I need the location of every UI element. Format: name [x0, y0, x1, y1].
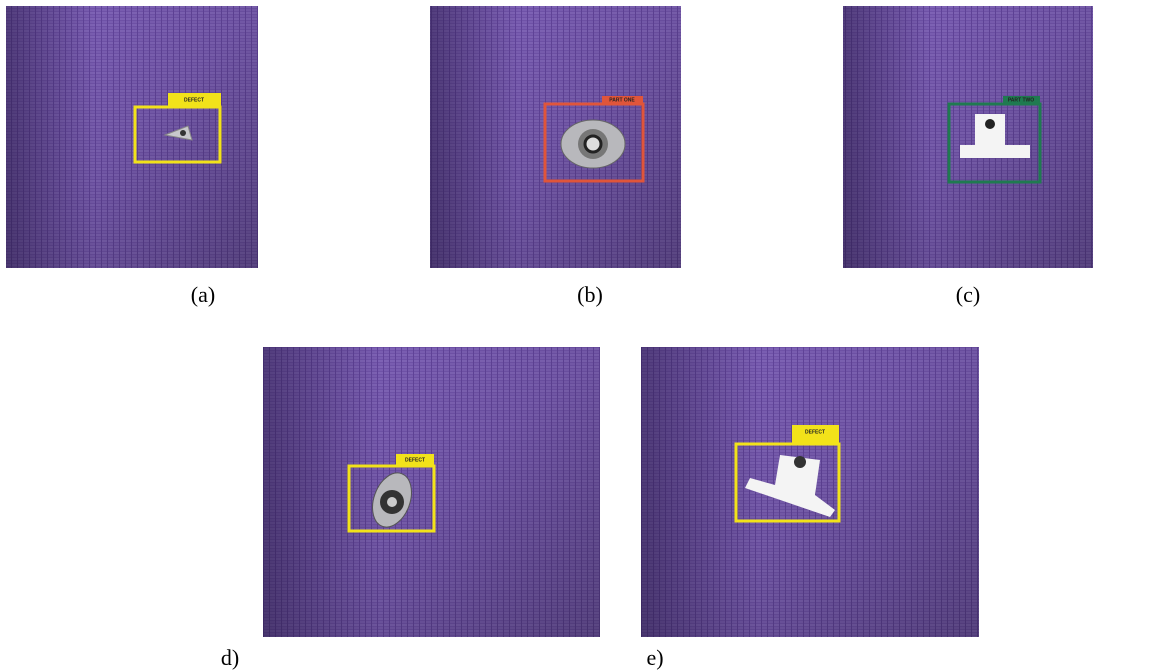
detection-label: DEFECT — [805, 429, 825, 435]
caption: (c) — [956, 282, 980, 307]
caption: (b) — [577, 282, 603, 307]
panel: DEFECT (a) — [6, 6, 258, 307]
panel: PART TWO (c) — [843, 6, 1093, 307]
detection-label: PART ONE — [609, 97, 635, 103]
caption: e) — [646, 645, 663, 670]
caption: d) — [221, 645, 239, 670]
detection-label: DEFECT — [184, 97, 204, 103]
panel: DEFECT d) — [221, 347, 600, 670]
detection-label: PART TWO — [1008, 97, 1034, 103]
figure: DEFECT (a) PART ONE (b) PART TWO (c) — [0, 0, 1173, 671]
panel: PART ONE (b) — [430, 6, 681, 307]
caption: (a) — [191, 282, 215, 307]
panel: DEFECT e) — [641, 347, 979, 670]
page: {"panels": [ {"caption": "(a)", "label":… — [0, 0, 1173, 671]
detection-label: DEFECT — [405, 457, 425, 463]
